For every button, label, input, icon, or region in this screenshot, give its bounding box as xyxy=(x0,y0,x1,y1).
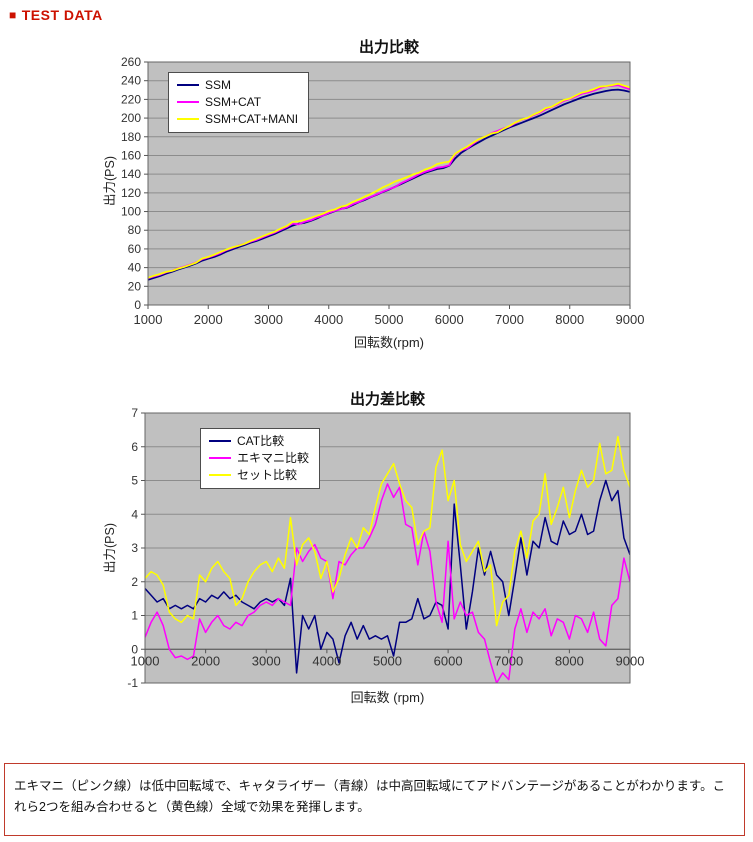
y-tick-label: 120 xyxy=(121,186,141,200)
x-tick-label: 1000 xyxy=(131,653,160,668)
x-tick-label: 7000 xyxy=(494,653,523,668)
red-square-icon: ■ xyxy=(9,8,17,22)
x-tick-label: 5000 xyxy=(375,312,404,327)
legend: CAT比較 エキマニ比較 セット比較 xyxy=(200,428,321,489)
y-tick-label: 180 xyxy=(121,130,141,144)
legend-item-cat-comparison: CAT比較 xyxy=(209,433,309,450)
y-tick-label: 260 xyxy=(121,55,141,69)
y-tick-label: 0 xyxy=(134,298,141,312)
series-line-セット比較 xyxy=(145,435,630,627)
x-tick-label: 2000 xyxy=(191,653,220,668)
x-tick-label: 4000 xyxy=(312,653,341,668)
power-comparison-chart: 0 20 40 60 80 100 120 140 160 180 200 220 240 260 1000… xyxy=(103,35,655,365)
legend-item-ssm-cat: SSM+CAT xyxy=(177,94,298,111)
power-difference-chart: -1 0 1 2 3 4 5 6 7 1000 2000 3000 4000 5000 6000 7000 80… xyxy=(103,388,655,723)
x-axis-title: 回転数(rpm) xyxy=(353,335,425,350)
chart-title: 出力差比較 xyxy=(349,391,425,408)
power-difference-canvas: -1 0 1 2 3 4 5 6 7 1000 2000 3000 4000 5000 6000 7000 80… xyxy=(127,406,645,690)
series-line-エキマニ比較 xyxy=(145,483,630,683)
x-tick-label: 8000 xyxy=(555,312,584,327)
series-line-SSM+CAT+MANI xyxy=(148,82,630,279)
legend-swatch-cat-comparison xyxy=(209,440,231,442)
legend-label-exmani-comparison: エキマニ比較 xyxy=(237,451,310,465)
x-tick-label: 4000 xyxy=(314,312,343,327)
y-tick-label: 2 xyxy=(131,575,138,589)
legend-label-cat-comparison: CAT比較 xyxy=(237,434,285,448)
y-tick-label: 5 xyxy=(131,474,138,488)
x-tick-label: 6000 xyxy=(435,312,464,327)
legend-swatch-ssm-cat-mani xyxy=(177,118,199,120)
y-tick-label: 160 xyxy=(121,148,141,162)
x-tick-label: 2000 xyxy=(194,312,223,327)
legend-label-ssm-cat-mani: SSM+CAT+MANI xyxy=(205,112,299,126)
y-tick-label: 20 xyxy=(128,279,142,293)
y-tick-label: 100 xyxy=(121,205,141,219)
y-tick-label: 140 xyxy=(121,167,141,181)
legend-label-ssm-cat: SSM+CAT xyxy=(205,95,262,109)
y-axis-title: 出力(PS) xyxy=(103,156,117,207)
y-tick-label: 7 xyxy=(131,406,138,420)
y-tick-label: 6 xyxy=(131,440,138,454)
x-tick-label: 9000 xyxy=(616,312,645,327)
x-tick-label: 8000 xyxy=(555,653,584,668)
y-tick-label: 4 xyxy=(131,507,138,521)
x-tick-label: 6000 xyxy=(434,653,463,668)
legend-swatch-exmani-comparison xyxy=(209,457,231,459)
legend-swatch-set-comparison xyxy=(209,474,231,476)
note-box: エキマニ（ピンク線）は低中回転域で、キャタライザー（青線）は中高回転域にてアドバ… xyxy=(4,763,745,836)
x-tick-label: 9000 xyxy=(616,653,645,668)
header-title: TEST DATA xyxy=(21,7,103,23)
power-comparison-canvas: 0 20 40 60 80 100 120 140 160 180 200 220 240 260 1000… xyxy=(121,55,645,327)
test-data-header: ■ TEST DATA xyxy=(9,7,103,23)
y-tick-label: 240 xyxy=(121,74,141,88)
x-tick-label: 5000 xyxy=(373,653,402,668)
legend-item-exmani-comparison: エキマニ比較 xyxy=(209,450,309,467)
y-tick-label: 3 xyxy=(131,541,138,555)
legend: SSM SSM+CAT SSM+CAT+MANI xyxy=(168,72,310,133)
x-tick-label: 3000 xyxy=(254,312,283,327)
legend-item-ssm: SSM xyxy=(177,77,298,94)
y-tick-label: 0 xyxy=(131,642,138,656)
y-tick-label: 220 xyxy=(121,92,141,106)
y-tick-label: 200 xyxy=(121,111,141,125)
legend-item-ssm-cat-mani: SSM+CAT+MANI xyxy=(177,111,298,128)
legend-label-ssm: SSM xyxy=(205,78,232,92)
note-text: エキマニ（ピンク線）は低中回転域で、キャタライザー（青線）は中高回転域にてアドバ… xyxy=(14,779,726,814)
x-tick-label: 3000 xyxy=(252,653,281,668)
y-tick-label: 80 xyxy=(128,223,142,237)
y-tick-label: 40 xyxy=(128,261,142,275)
y-tick-label: -1 xyxy=(127,676,138,690)
chart-title: 出力比較 xyxy=(358,39,419,56)
legend-swatch-ssm xyxy=(177,84,199,86)
x-axis-title: 回転数 (rpm) xyxy=(350,690,425,705)
legend-label-set-comparison: セット比較 xyxy=(237,468,298,482)
legend-item-set-comparison: セット比較 xyxy=(209,467,309,484)
y-tick-label: 1 xyxy=(131,609,138,623)
y-tick-label: 60 xyxy=(128,242,142,256)
legend-swatch-ssm-cat xyxy=(177,101,199,103)
y-axis-title: 出力(PS) xyxy=(103,523,117,574)
x-tick-label: 7000 xyxy=(495,312,524,327)
x-tick-label: 1000 xyxy=(134,312,163,327)
series-line-CAT比較 xyxy=(145,479,630,674)
